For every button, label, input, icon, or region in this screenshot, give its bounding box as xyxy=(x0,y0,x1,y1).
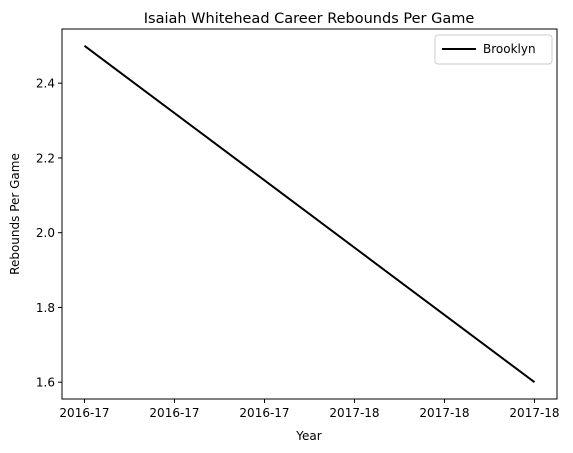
x-axis-label: Year xyxy=(295,429,321,443)
y-axis-label: Rebounds Per Game xyxy=(8,153,22,275)
x-tick-label: 2017-18 xyxy=(329,406,379,420)
y-tick-label: 2.4 xyxy=(36,77,55,91)
chart-title: Isaiah Whitehead Career Rebounds Per Gam… xyxy=(144,11,475,27)
x-tick-label: 2017-18 xyxy=(509,406,559,420)
series-layer xyxy=(83,45,536,383)
y-tick-label: 1.6 xyxy=(36,376,55,390)
x-tick-label: 2017-18 xyxy=(419,406,469,420)
y-tick-label: 1.8 xyxy=(36,301,55,315)
y-tick-label: 2.2 xyxy=(36,151,55,165)
x-tick-label: 2016-17 xyxy=(239,406,289,420)
x-tick-label: 2016-17 xyxy=(59,406,109,420)
y-tick-label: 2.0 xyxy=(36,226,55,240)
x-tick-label: 2016-17 xyxy=(149,406,199,420)
y-axis: 1.6 1.8 2.0 2.2 2.4 xyxy=(36,77,62,390)
x-axis: 2016-17 2016-17 2016-17 2017-18 2017-18 2017-… xyxy=(59,399,560,420)
series-line-brooklyn xyxy=(83,45,536,383)
legend: Brooklyn xyxy=(434,34,553,65)
legend-box xyxy=(434,34,553,65)
legend-label-brooklyn: Brooklyn xyxy=(483,42,536,56)
